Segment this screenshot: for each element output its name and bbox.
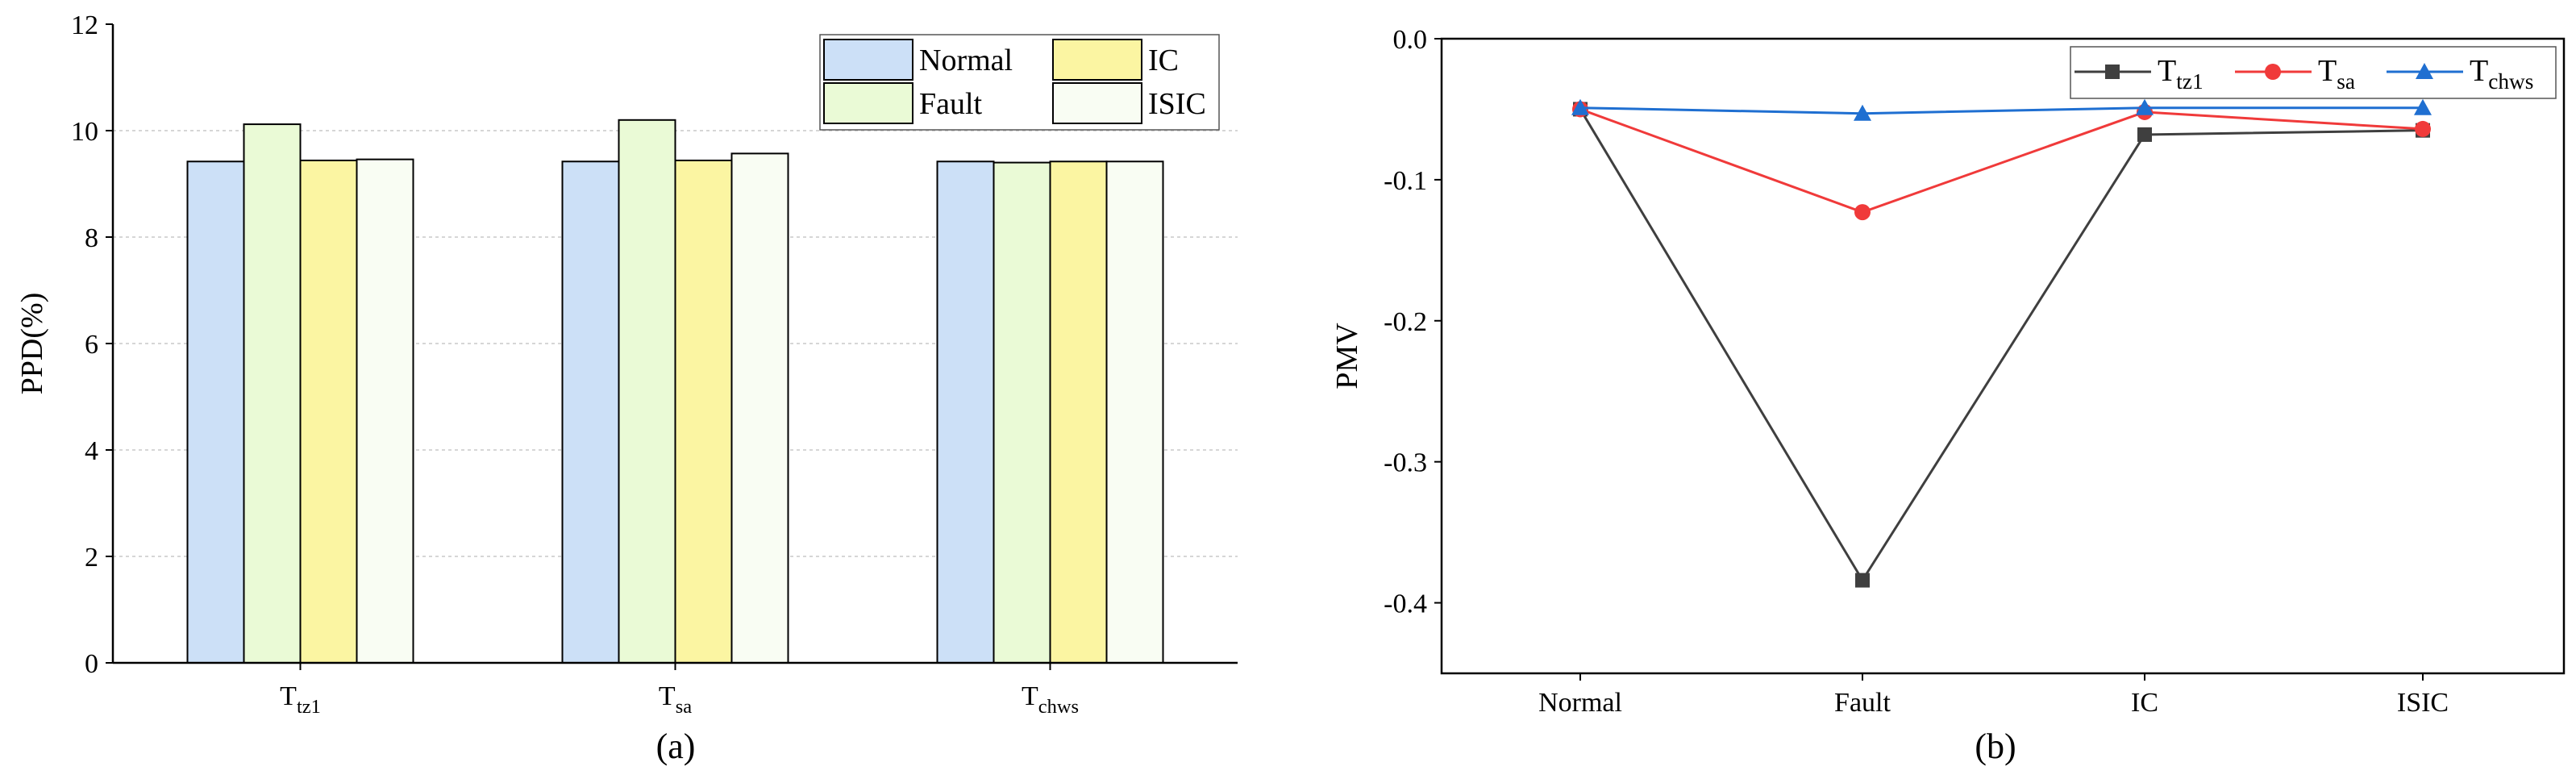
legend-label-tchws: Tchws <box>2470 54 2533 94</box>
legend-b: Ttz1 Tsa Tchws <box>2070 46 2557 99</box>
legend-swatch-ic <box>1052 39 1142 81</box>
legend-label-tsa: Tsa <box>2318 54 2355 94</box>
legend-marker-ttz1 <box>2105 65 2120 79</box>
point-ttz1-fault <box>1855 573 1870 588</box>
bar-isic-ttz1 <box>356 158 414 664</box>
legend-swatch-isic <box>1052 82 1142 124</box>
y-tick-label-b-2: -0.2 <box>1384 307 1427 337</box>
bar-fault-tsa <box>618 119 676 664</box>
x-tick-label-normal: Normal <box>1538 688 1622 718</box>
y-tick-label-b-1: -0.1 <box>1384 166 1427 196</box>
y-tick-label-1: 2 <box>85 543 98 573</box>
bar-ic-tchws <box>1049 160 1108 664</box>
plot-b-frame <box>1440 37 2566 675</box>
x-tick-label-tchws: Tchws <box>1022 681 1079 718</box>
x-tick-label-isic: ISIC <box>2397 688 2449 718</box>
series-line-tchws <box>1579 106 2423 115</box>
bar-ic-ttz1 <box>299 159 358 664</box>
bar-normal-ttz1 <box>186 160 245 664</box>
x-tick-label-tsa: Tsa <box>659 681 692 718</box>
point-tchws-isic <box>2414 98 2432 115</box>
legend-marker-tchws <box>2416 63 2433 79</box>
bar-fault-ttz1 <box>243 123 302 664</box>
legend-swatch-normal <box>823 39 913 81</box>
y-tick-label-b-0: 0.0 <box>1393 25 1428 55</box>
point-ttz1-ic <box>2137 127 2152 142</box>
panel-label-a: (a) <box>656 727 696 766</box>
x-tick-label-fault: Fault <box>1834 688 1891 718</box>
legend-b-frame <box>2070 46 2557 99</box>
point-tsa-fault <box>1854 204 1871 221</box>
x-tick-label-ic: IC <box>2131 688 2158 718</box>
y-tick-label-b-3: -0.3 <box>1384 448 1427 478</box>
panel-label-b: (b) <box>1975 727 2016 766</box>
legend-label-ttz1: Ttz1 <box>2158 54 2204 94</box>
y-tick-label-4: 8 <box>85 223 98 253</box>
point-tsa-isic <box>2415 120 2431 137</box>
series-line-ttz1 <box>1579 108 2424 583</box>
y-tick-label-6: 12 <box>71 10 98 40</box>
legend-label-normal: Normal <box>919 44 1013 77</box>
point-tchws-normal <box>1571 98 1589 115</box>
y-tick-label-b-4: -0.4 <box>1384 589 1427 619</box>
bar-isic-tsa <box>730 152 789 664</box>
legend-a: Normal Fault IC ISIC <box>819 34 1220 131</box>
point-tchws-ic <box>2136 98 2154 115</box>
bar-normal-tchws <box>936 160 995 664</box>
bar-normal-tsa <box>561 160 620 664</box>
panel-b-pmv-line-chart: 0.0 -0.1 -0.2 -0.3 -0.4 Normal Fault IC ISIC PMV (… <box>1330 25 2566 766</box>
bar-fault-tchws <box>993 161 1051 664</box>
legend-label-fault: Fault <box>919 87 983 121</box>
bar-ic-tsa <box>674 159 733 664</box>
legend-marker-tsa <box>2265 64 2281 80</box>
legend-swatch-fault <box>823 82 913 124</box>
y-tick-label-5: 10 <box>71 117 98 147</box>
y-tick-label-2: 4 <box>85 436 98 466</box>
y-axis-title-b: PMV <box>1330 323 1364 389</box>
y-tick-label-0: 0 <box>85 649 98 679</box>
legend-label-ic: IC <box>1148 44 1179 77</box>
legend-label-isic: ISIC <box>1148 87 1206 121</box>
y-axis-title: PPD(%) <box>15 293 49 395</box>
series-line-tsa <box>1579 108 2424 214</box>
x-tick-label-ttz1: Ttz1 <box>280 681 321 718</box>
point-tchws-fault <box>1854 104 1871 121</box>
bar-isic-tchws <box>1105 160 1164 664</box>
y-tick-label-3: 6 <box>85 330 98 360</box>
panel-a-ppd-bar-chart: Ttz1 Tsa Tchws 0 2 4 6 8 10 12 PPD(%) (a) Normal Faul… <box>15 10 1238 766</box>
